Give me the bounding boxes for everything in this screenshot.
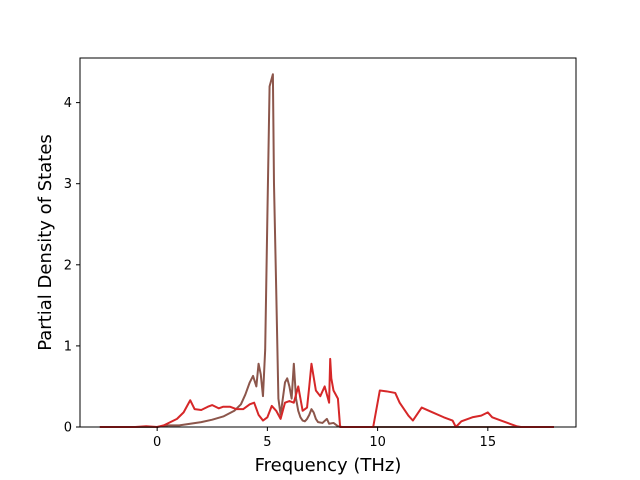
x-axis-ticks: 0 5 10 15	[153, 427, 496, 450]
series-line-1	[99, 73, 554, 428]
series-line-2	[99, 357, 554, 428]
y-tick-label: 4	[64, 96, 72, 111]
y-tick-label: 0	[64, 421, 72, 436]
x-axis-label: Frequency (THz)	[255, 455, 402, 476]
x-tick-label: 15	[480, 435, 497, 450]
plot-marks	[99, 73, 554, 428]
y-axis-label: Partial Density of States	[35, 134, 56, 351]
x-tick-label: 10	[369, 435, 386, 450]
axes-frame	[79, 57, 577, 428]
y-tick-label: 1	[64, 339, 72, 354]
y-tick-label: 2	[64, 258, 72, 273]
x-tick-label: 0	[153, 435, 161, 450]
x-tick-label: 5	[263, 435, 271, 450]
y-tick-label: 3	[64, 177, 72, 192]
y-axis-ticks: 0 1 2 3 4	[64, 96, 80, 436]
